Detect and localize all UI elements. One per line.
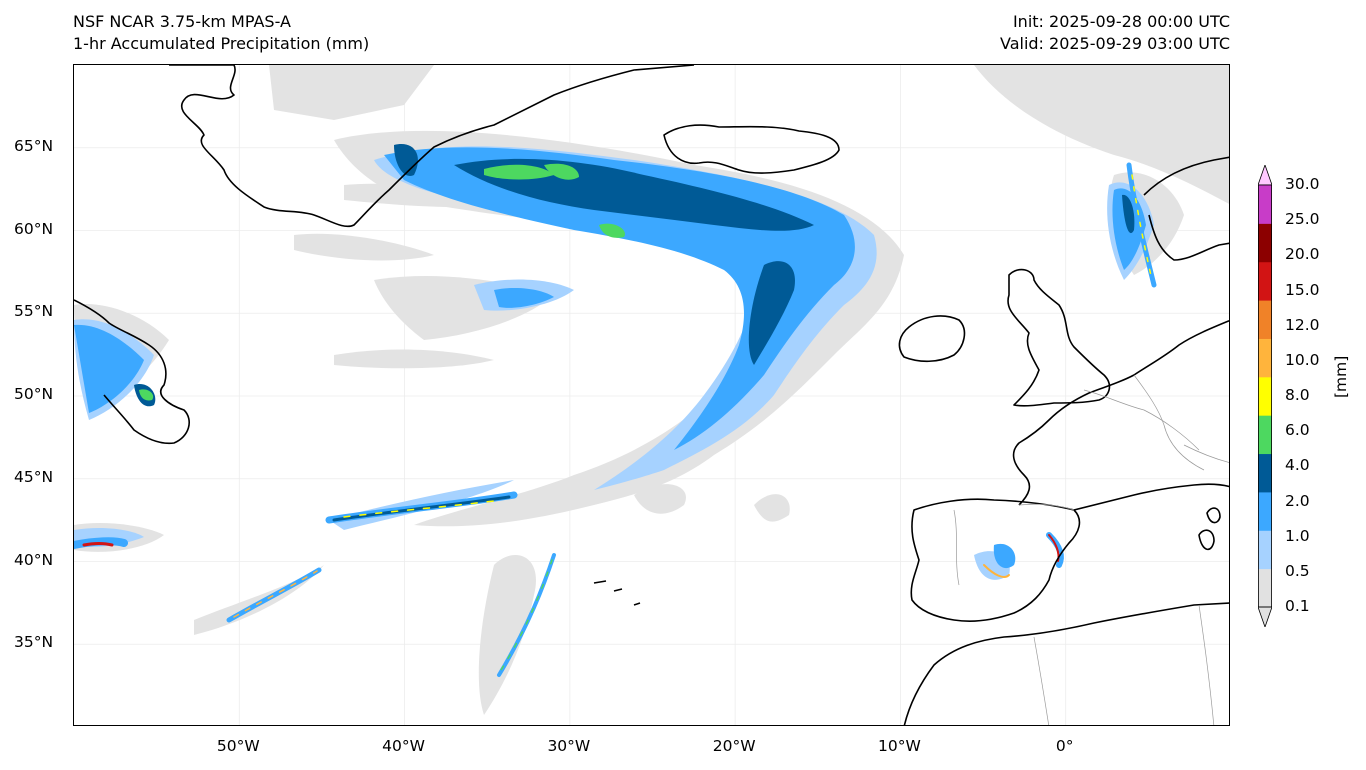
model-title: NSF NCAR 3.75-km MPAS-A: [73, 12, 291, 31]
lat-tick-label: 40°N: [14, 550, 54, 569]
colorbar-segment: [1258, 223, 1272, 263]
colorbar-level-label: 20.0: [1285, 245, 1320, 264]
lon-tick-label: 0°: [1055, 737, 1074, 755]
field-title: 1-hr Accumulated Precipitation (mm): [73, 34, 370, 53]
init-time: Init: 2025-09-28 00:00 UTC: [1012, 12, 1230, 31]
colorbar-segment: [1258, 415, 1272, 455]
colorbar-level-label: 0.1: [1285, 597, 1310, 615]
colorbar-level-label: 0.5: [1285, 561, 1310, 580]
colorbar: [1258, 165, 1272, 627]
colorbar-segment: [1258, 530, 1272, 570]
colorbar-level-label: 30.0: [1285, 175, 1320, 193]
colorbar-level-label: 25.0: [1285, 210, 1320, 229]
colorbar-outline: [1258, 184, 1272, 608]
colorbar-segment: [1258, 338, 1272, 378]
map-canvas: [74, 65, 1229, 725]
lat-tick-label: 65°N: [14, 136, 54, 155]
lon-tick-label: 30°W: [547, 737, 591, 755]
colorbar-level-label: 8.0: [1285, 386, 1310, 404]
colorbar-level-label: 1.0: [1285, 526, 1310, 545]
precip-darkblue-layer: [134, 144, 1135, 407]
valid-time: Valid: 2025-09-29 03:00 UTC: [999, 34, 1230, 53]
lon-tick-label: 50°W: [216, 737, 260, 755]
lat-tick-label: 50°N: [14, 385, 54, 403]
colorbar-extend-max: [1258, 165, 1272, 186]
coastlines: [74, 65, 1229, 725]
colorbar-level-label: 2.0: [1285, 491, 1310, 510]
precipitation-map: [73, 64, 1230, 726]
colorbar-segment: [1258, 185, 1272, 224]
colorbar-level-label: 15.0: [1285, 280, 1320, 299]
map-header-left: NSF NCAR 3.75-km MPAS-A 1-hr Accumulated…: [73, 11, 369, 55]
precip-green-layer: [139, 163, 625, 401]
colorbar-level-label: 4.0: [1285, 456, 1310, 475]
lon-tick-label: 10°W: [878, 737, 921, 755]
colorbar-segment: [1258, 491, 1272, 531]
precip-light-layer: [74, 65, 1229, 715]
colorbar-level-label: 10.0: [1285, 350, 1320, 369]
colorbar-segment: [1258, 568, 1272, 608]
colorbar-unit-label: [mm]: [1332, 355, 1350, 398]
lat-tick-label: 35°N: [14, 633, 54, 652]
colorbar-level-label: 12.0: [1285, 315, 1320, 334]
colorbar-extend-min: [1258, 606, 1272, 627]
colorbar-segment: [1258, 453, 1272, 493]
lat-tick-label: 60°N: [14, 219, 54, 238]
colorbar-segment: [1258, 300, 1272, 339]
lon-tick-label: 20°W: [712, 737, 756, 755]
lat-tick-label: 45°N: [14, 467, 54, 486]
country-borders: [953, 374, 1229, 725]
colorbar-segment: [1258, 261, 1272, 301]
map-header-right: Init: 2025-09-28 00:00 UTC Valid: 2025-0…: [1000, 11, 1230, 55]
precip-convective-streaks: [74, 162, 1157, 677]
colorbar-level-label: 6.0: [1285, 421, 1310, 440]
colorbar-segment: [1258, 376, 1272, 416]
lon-tick-label: 40°W: [382, 737, 425, 755]
lat-tick-label: 55°N: [14, 302, 54, 321]
